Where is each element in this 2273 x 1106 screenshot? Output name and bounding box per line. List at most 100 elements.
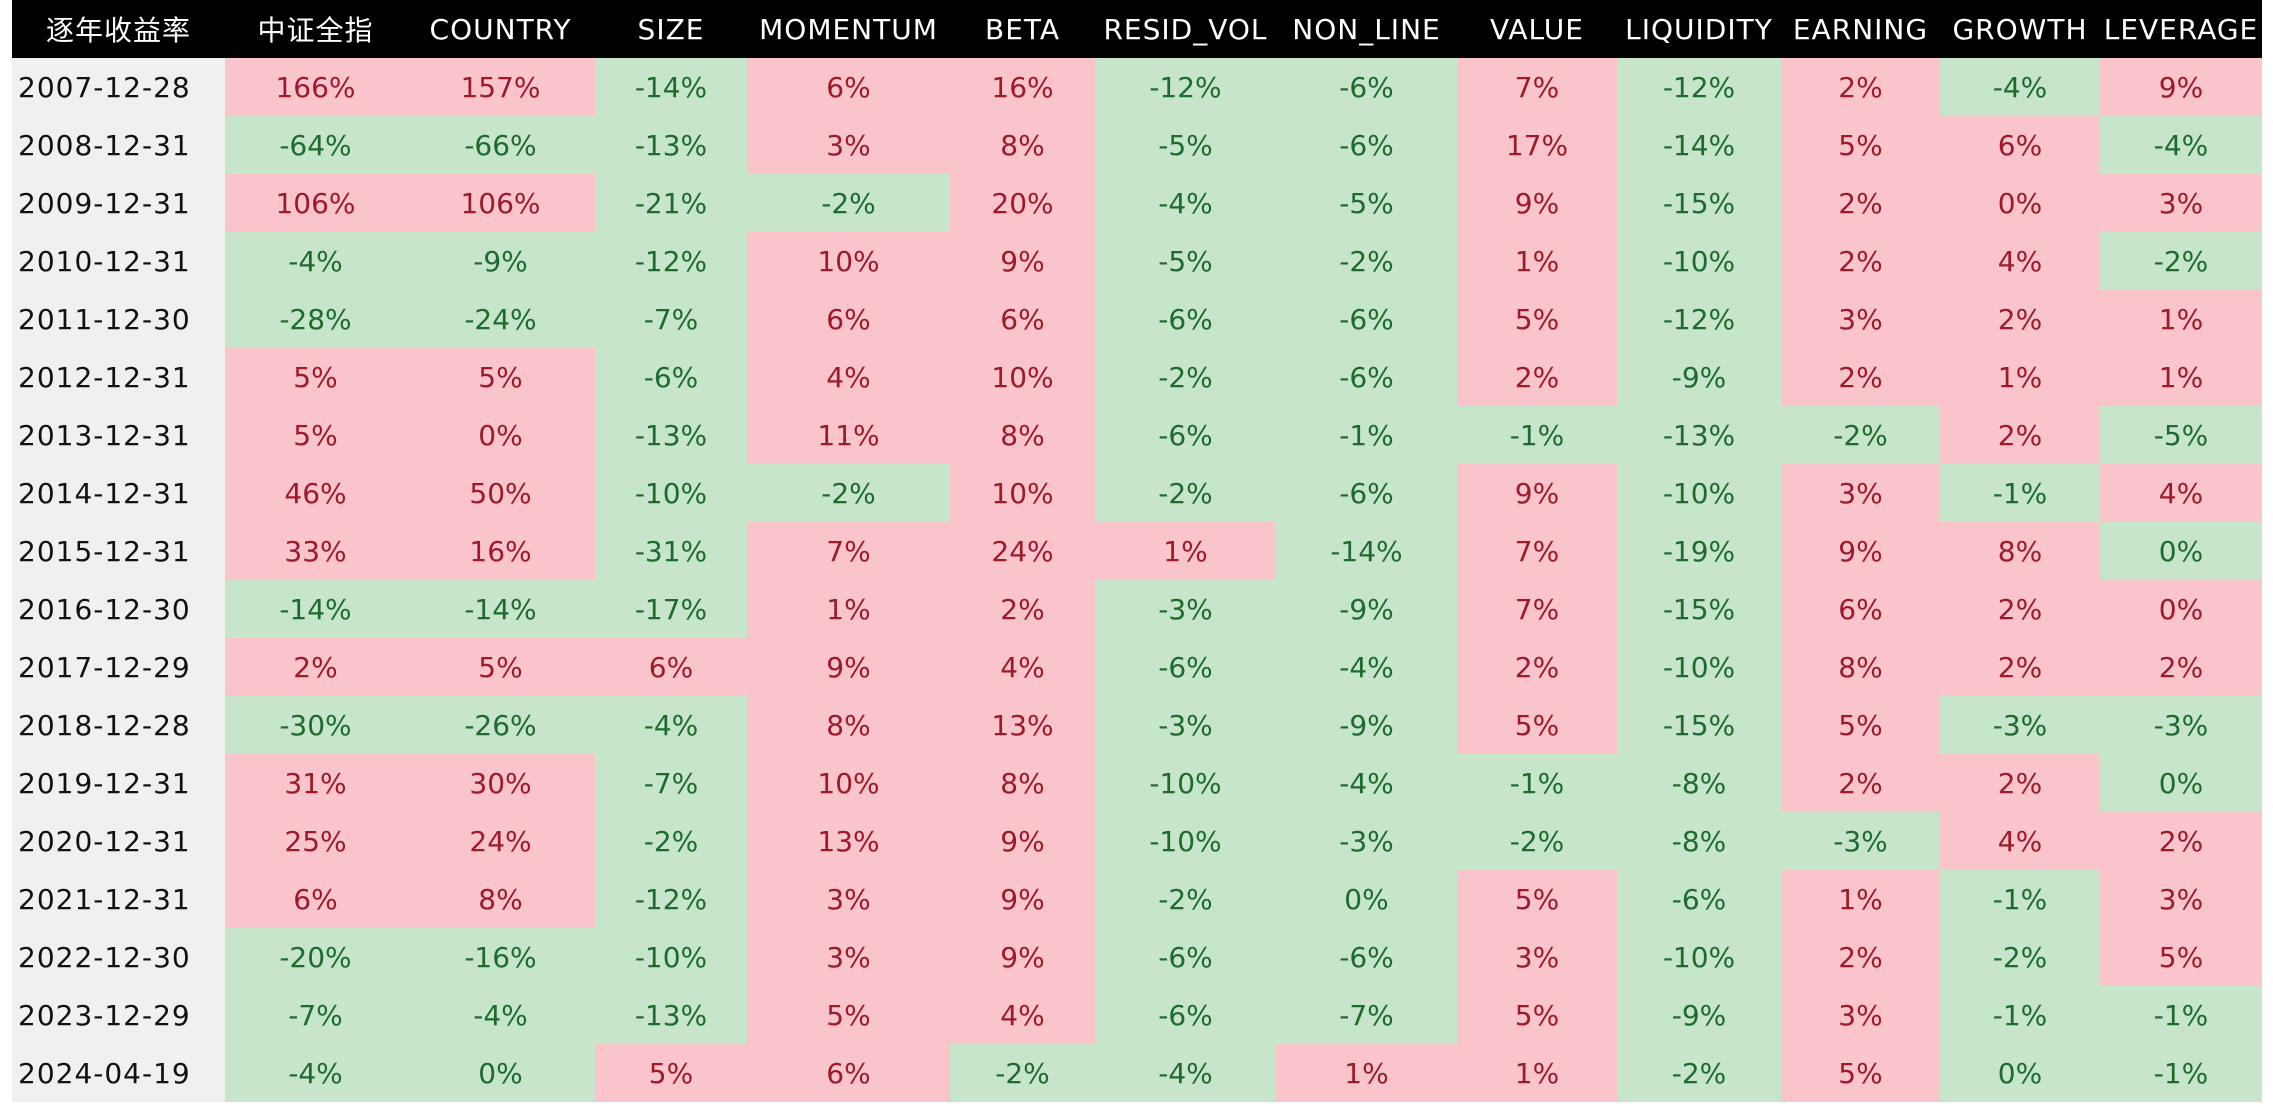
return-cell: 5% [1457,696,1617,754]
return-cell: 3% [747,116,950,174]
return-cell: 6% [1781,580,1940,638]
return-cell: -2% [747,464,950,522]
return-cell: 2% [1940,406,2100,464]
return-cell: 8% [950,754,1095,812]
return-cell: -9% [1617,986,1781,1044]
header-row: 逐年收益率 中证全指 COUNTRY SIZE MOMENTUM BETA RESID_VO… [12,0,2262,58]
return-cell: -10% [595,464,747,522]
return-cell: 3% [2100,870,2262,928]
return-cell: -5% [1095,232,1276,290]
return-cell: 0% [1940,1044,2100,1102]
return-cell: -10% [1617,638,1781,696]
return-cell: 3% [1781,986,1940,1044]
return-cell: 1% [1781,870,1940,928]
return-cell: 3% [1457,928,1617,986]
return-cell: 0% [2100,580,2262,638]
return-cell: -12% [1617,58,1781,116]
return-cell: -1% [1457,754,1617,812]
return-cell: 0% [2100,522,2262,580]
return-cell: 3% [2100,174,2262,232]
return-cell: 6% [747,290,950,348]
return-cell: 10% [950,348,1095,406]
return-cell: 166% [225,58,406,116]
return-cell: 9% [950,870,1095,928]
return-cell: -3% [1095,696,1276,754]
date-cell: 2019-12-31 [12,754,225,812]
return-cell: 25% [225,812,406,870]
return-cell: 33% [225,522,406,580]
return-cell: 106% [225,174,406,232]
return-cell: 5% [406,348,595,406]
date-cell: 2013-12-31 [12,406,225,464]
return-cell: 0% [406,1044,595,1102]
return-cell: 5% [1781,1044,1940,1102]
data-row: 2014-12-31 46% 50% -10% -2% 10% -2% -6% 9% -10% 3%… [12,464,2262,522]
return-cell: -4% [406,986,595,1044]
return-cell: 8% [1781,638,1940,696]
return-cell: -1% [1457,406,1617,464]
date-cell: 2011-12-30 [12,290,225,348]
return-cell: 2% [1940,290,2100,348]
return-cell: 2% [1940,754,2100,812]
return-cell: 5% [747,986,950,1044]
return-cell: 50% [406,464,595,522]
data-row: 2011-12-30 -28% -24% -7% 6% 6% -6% -6% 5% -12% 3% 2… [12,290,2262,348]
return-cell: 5% [1781,116,1940,174]
return-cell: 10% [950,464,1095,522]
return-cell: 9% [1781,522,1940,580]
column-header: RESID_VOL [1103,12,1268,46]
return-cell: -2% [1095,870,1276,928]
return-cell: 5% [1457,986,1617,1044]
return-cell: -30% [225,696,406,754]
return-cell: 8% [950,116,1095,174]
return-cell: -2% [1781,406,1940,464]
return-cell: -6% [595,348,747,406]
return-cell: 5% [225,348,406,406]
return-cell: 0% [406,406,595,464]
date-cell: 2012-12-31 [12,348,225,406]
return-cell: 24% [950,522,1095,580]
return-cell: -9% [1617,348,1781,406]
return-cell: -6% [1276,348,1457,406]
data-row: 2017-12-29 2% 5% 6% 9% 4% -6% -4% 2% -10% 8% 2% 2% [12,638,2262,696]
return-cell: 5% [595,1044,747,1102]
return-cell: -4% [2100,116,2262,174]
return-cell: 9% [747,638,950,696]
return-cell: -16% [406,928,595,986]
return-cell: 24% [406,812,595,870]
return-cell: -66% [406,116,595,174]
column-header: GROWTH [1952,12,2088,46]
return-cell: -2% [950,1044,1095,1102]
return-cell: 5% [2100,928,2262,986]
return-cell: -10% [1095,754,1276,812]
return-cell: -1% [1940,986,2100,1044]
return-cell: -7% [595,754,747,812]
date-cell: 2023-12-29 [12,986,225,1044]
return-cell: 5% [406,638,595,696]
data-row: 2022-12-30 -20% -16% -10% 3% 9% -6% -6% 3% -10% 2%… [12,928,2262,986]
date-cell: 2024-04-19 [12,1044,225,1102]
return-cell: -7% [1276,986,1457,1044]
return-cell: -4% [225,232,406,290]
return-cell: 5% [1781,696,1940,754]
return-cell: 1% [2100,290,2262,348]
return-cell: -13% [1617,406,1781,464]
return-cell: 6% [595,638,747,696]
return-cell: 7% [1457,522,1617,580]
column-header: SIZE [637,12,705,46]
return-cell: 3% [1781,464,1940,522]
return-cell: 9% [950,928,1095,986]
date-cell: 2021-12-31 [12,870,225,928]
return-cell: 1% [1457,1044,1617,1102]
return-cell: 157% [406,58,595,116]
return-cell: -9% [406,232,595,290]
return-cell: -14% [1617,116,1781,174]
return-cell: 3% [747,870,950,928]
column-header: BETA [985,12,1060,46]
return-cell: 1% [1457,232,1617,290]
return-cell: -8% [1617,754,1781,812]
data-row: 2015-12-31 33% 16% -31% 7% 24% 1% -14% 7% -19% 9% 8… [12,522,2262,580]
return-cell: -6% [1276,116,1457,174]
return-cell: 0% [2100,754,2262,812]
